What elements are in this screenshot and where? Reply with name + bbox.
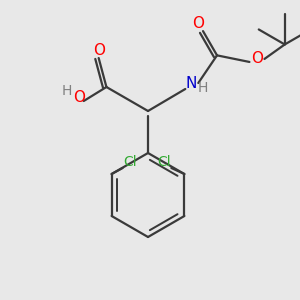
Text: H: H: [61, 84, 72, 98]
Text: N: N: [186, 76, 197, 92]
Text: H: H: [198, 81, 208, 95]
Text: O: O: [93, 43, 105, 58]
Text: O: O: [73, 91, 85, 106]
Text: Cl: Cl: [123, 155, 136, 169]
Text: O: O: [251, 52, 263, 67]
Text: Cl: Cl: [158, 155, 171, 169]
Text: O: O: [192, 16, 204, 31]
